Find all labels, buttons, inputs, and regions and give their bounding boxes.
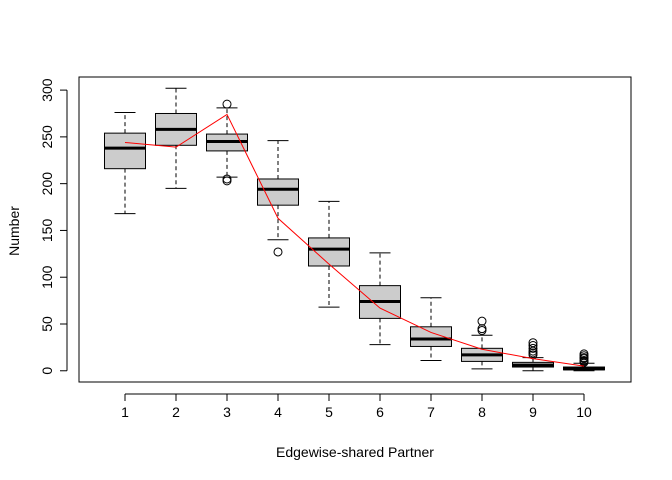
box-group-2 — [155, 87, 197, 189]
outlier-point — [273, 247, 283, 257]
x-tick-label: 9 — [529, 404, 537, 420]
outlier-point — [477, 316, 487, 326]
plot-frame — [78, 76, 632, 383]
outlier-point — [528, 343, 538, 353]
x-tick-label: 10 — [576, 404, 592, 420]
x-tick-label: 7 — [427, 404, 435, 420]
x-tick-label: 4 — [274, 404, 282, 420]
y-tick-label: 150 — [39, 219, 55, 243]
box-iqr — [410, 326, 452, 347]
box-group-9 — [512, 338, 554, 372]
x-tick-label: 5 — [325, 404, 333, 420]
box-group-6 — [359, 252, 401, 346]
y-tick-label: 300 — [39, 78, 55, 102]
outlier-point — [222, 99, 232, 109]
x-tick-label: 3 — [223, 404, 231, 420]
box-iqr — [104, 132, 146, 170]
outlier-point — [579, 357, 589, 367]
outlier-point — [528, 341, 538, 351]
y-axis-label: Number — [6, 206, 22, 256]
x-tick-label: 1 — [121, 404, 129, 420]
outlier-point — [477, 324, 487, 334]
x-tick-label: 6 — [376, 404, 384, 420]
x-tick-label: 8 — [478, 404, 486, 420]
box-group-7 — [410, 297, 452, 361]
outlier-point — [477, 326, 487, 336]
x-tick-label: 2 — [172, 404, 180, 420]
mean-line — [124, 113, 585, 367]
outlier-point — [222, 176, 232, 186]
box-group-8 — [461, 316, 503, 370]
y-tick-label: 0 — [39, 367, 55, 375]
outlier-point — [222, 174, 232, 184]
y-tick-label: 250 — [39, 125, 55, 149]
box-group-5 — [308, 200, 350, 308]
box-group-10 — [563, 349, 605, 372]
box-group-1 — [104, 112, 146, 215]
box-iqr — [308, 237, 350, 267]
y-tick-label: 200 — [39, 172, 55, 196]
box-group-4 — [257, 140, 299, 257]
x-axis-label: Edgewise-shared Partner — [276, 444, 434, 460]
outlier-point — [528, 348, 538, 358]
y-tick-label: 50 — [39, 316, 55, 332]
box-iqr — [257, 178, 299, 206]
box-group-3 — [206, 99, 248, 186]
y-tick-label: 100 — [39, 265, 55, 289]
